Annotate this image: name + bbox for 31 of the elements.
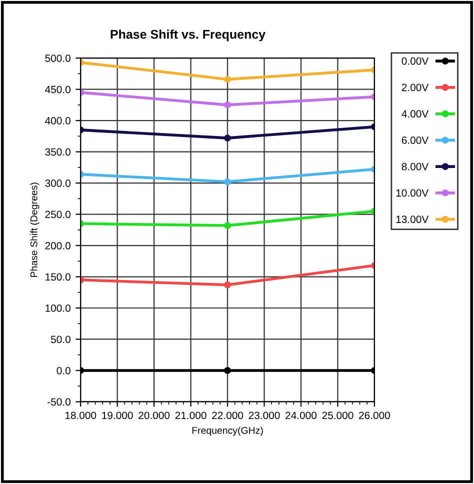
legend-label: 10.00V [396, 189, 429, 197]
y-tick-label: 500.0 [45, 54, 70, 62]
y-tick-label: 350.0 [45, 148, 70, 156]
y-tick-label: 150.0 [46, 273, 70, 281]
x-tick-label: 19.000 [102, 412, 133, 420]
x-tick-label: 24.000 [286, 412, 317, 420]
x-tick-label: 25.000 [322, 412, 354, 420]
x-tick-label: 26.000 [359, 412, 390, 420]
legend-label: 4.00V [402, 110, 429, 118]
y-tick-label: 0.0 [56, 366, 70, 374]
x-axis-title: Frequency(GHz) [192, 426, 263, 436]
y-axis-title: Phase Shift (Degrees) [30, 182, 40, 277]
y-tick-label: 50.0 [51, 336, 70, 344]
x-tick-label: 21.000 [175, 412, 206, 420]
chart-title: Phase Shift vs. Frequency [110, 30, 266, 42]
y-tick-label: 400.0 [45, 117, 70, 124]
legend-label: 8.00V [402, 162, 429, 170]
legend-label: 13.00V [396, 216, 429, 224]
x-tick-label: 18.000 [65, 412, 96, 420]
x-tick-label: 20.000 [138, 412, 170, 420]
y-tick-label: 450.0 [45, 86, 70, 94]
y-tick-label: 300.0 [45, 180, 70, 187]
y-tick-label: 250.0 [45, 210, 70, 218]
x-tick-label: 23.000 [248, 412, 280, 420]
y-tick-label: 200.0 [45, 242, 70, 250]
legend-label: 2.00V [402, 84, 429, 92]
legend-label: 0.00V [402, 57, 429, 65]
y-tick-label: -50.0 [48, 398, 70, 406]
y-tick-label: 100.0 [46, 304, 70, 312]
x-tick-label: 22.000 [212, 412, 244, 420]
legend-label: 6.00V [402, 136, 429, 144]
